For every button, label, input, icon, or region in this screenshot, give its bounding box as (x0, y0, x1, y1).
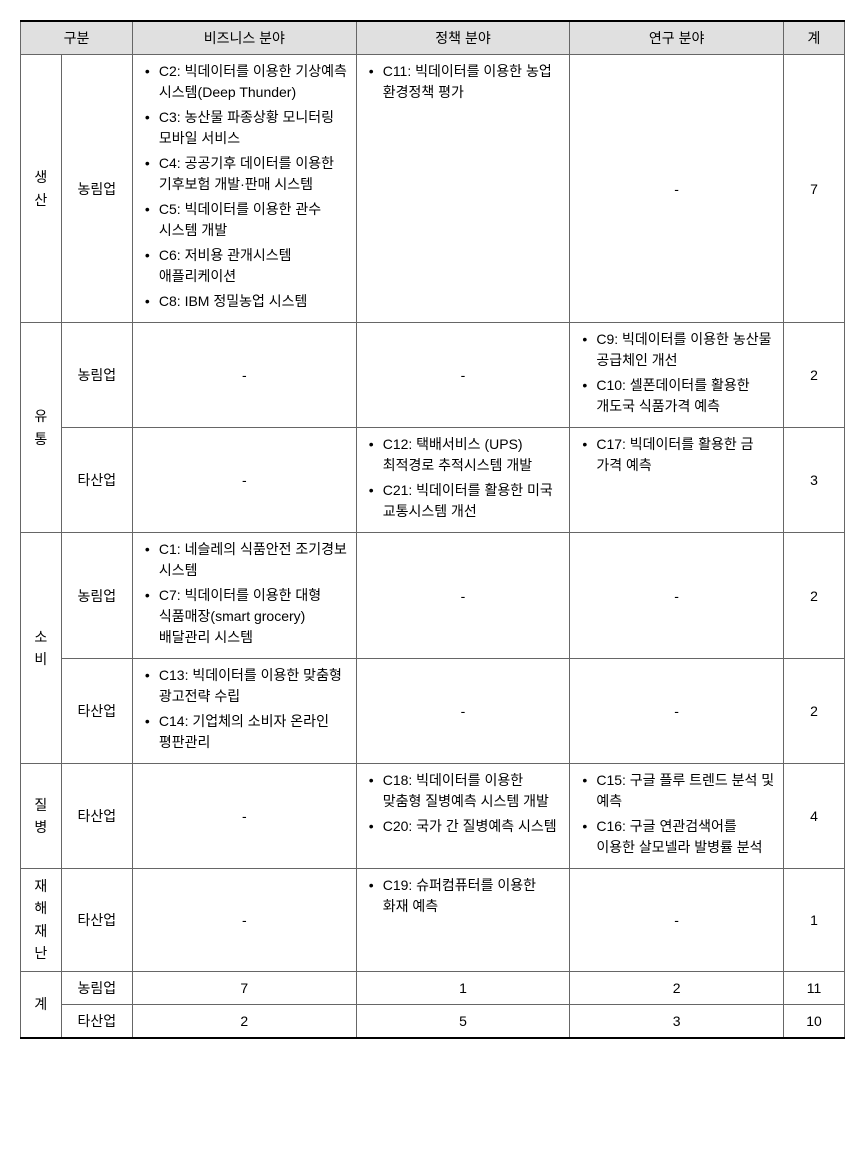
cell-biz: C2: 빅데이터를 이용한 기상예측 시스템(Deep Thunder) C3:… (132, 55, 356, 323)
biz-item: C7: 빅데이터를 이용한 대형 식품매장(smart grocery) 배달관… (157, 585, 348, 648)
research-list: C9: 빅데이터를 이용한 농산물 공급체인 개선 C10: 셀폰데이터를 활용… (578, 329, 775, 417)
cell-total: 2 (783, 323, 844, 428)
biz-item: C8: IBM 정밀농업 시스템 (157, 291, 348, 312)
research-item: C9: 빅데이터를 이용한 농산물 공급체인 개선 (594, 329, 775, 371)
policy-list: C18: 빅데이터를 이용한 맞춤형 질병예측 시스템 개발 C20: 국가 간… (365, 770, 562, 837)
row-consumption-other: 타산업 C13: 빅데이터를 이용한 맞춤형 광고전략 수립 C14: 기업체의… (21, 659, 845, 764)
row-subtotal-agri: 계 농림업 7 1 2 11 (21, 971, 845, 1004)
biz-list: C1: 네슬레의 식품안전 조기경보 시스템 C7: 빅데이터를 이용한 대형 … (141, 539, 348, 648)
research-item: C10: 셀폰데이터를 활용한 개도국 식품가격 예측 (594, 375, 775, 417)
research-item: C17: 빅데이터를 활용한 금 가격 예측 (594, 434, 775, 476)
header-category: 구분 (21, 21, 133, 55)
cell-biz: 2 (132, 1004, 356, 1038)
cell-policy: - (356, 323, 570, 428)
biz-item: C13: 빅데이터를 이용한 맞춤형 광고전략 수립 (157, 665, 348, 707)
cell-policy: 5 (356, 1004, 570, 1038)
cell-research: - (570, 659, 784, 764)
cell-research: 3 (570, 1004, 784, 1038)
cell-policy: C19: 슈퍼컴퓨터를 이용한 화재 예측 (356, 869, 570, 972)
biz-item: C4: 공공기후 데이터를 이용한 기후보험 개발·판매 시스템 (157, 153, 348, 195)
header-policy: 정책 분야 (356, 21, 570, 55)
cell-total: 10 (783, 1004, 844, 1038)
subcat-other: 타산업 (61, 428, 132, 533)
cell-total: 4 (783, 764, 844, 869)
cell-policy: - (356, 659, 570, 764)
cell-biz: - (132, 428, 356, 533)
row-consumption-agri: 소 비 농림업 C1: 네슬레의 식품안전 조기경보 시스템 C7: 빅데이터를… (21, 533, 845, 659)
classification-table: 구분 비즈니스 분야 정책 분야 연구 분야 계 생 산 농림업 C2: 빅데이… (20, 20, 845, 1039)
policy-item: C11: 빅데이터를 이용한 농업 환경정책 평가 (381, 61, 562, 103)
policy-list: C19: 슈퍼컴퓨터를 이용한 화재 예측 (365, 875, 562, 917)
cell-policy: C12: 택배서비스 (UPS) 최적경로 추적시스템 개발 C21: 빅데이터… (356, 428, 570, 533)
policy-list: C11: 빅데이터를 이용한 농업 환경정책 평가 (365, 61, 562, 103)
cell-research: - (570, 533, 784, 659)
cat-disease: 질 병 (21, 764, 62, 869)
row-distribution-agri: 유 통 농림업 - - C9: 빅데이터를 이용한 농산물 공급체인 개선 C1… (21, 323, 845, 428)
biz-item: C2: 빅데이터를 이용한 기상예측 시스템(Deep Thunder) (157, 61, 348, 103)
research-list: C15: 구글 플루 트렌드 분석 및 예측 C16: 구글 연관검색어를 이용… (578, 770, 775, 858)
cat-consumption: 소 비 (21, 533, 62, 764)
cell-biz: - (132, 323, 356, 428)
biz-item: C1: 네슬레의 식품안전 조기경보 시스템 (157, 539, 348, 581)
biz-item: C6: 저비용 관개시스템 애플리케이션 (157, 245, 348, 287)
cell-biz: C1: 네슬레의 식품안전 조기경보 시스템 C7: 빅데이터를 이용한 대형 … (132, 533, 356, 659)
header-row: 구분 비즈니스 분야 정책 분야 연구 분야 계 (21, 21, 845, 55)
biz-item: C14: 기업체의 소비자 온라인 평판관리 (157, 711, 348, 753)
row-disease-other: 질 병 타산업 - C18: 빅데이터를 이용한 맞춤형 질병예측 시스템 개발… (21, 764, 845, 869)
cell-research: C9: 빅데이터를 이용한 농산물 공급체인 개선 C10: 셀폰데이터를 활용… (570, 323, 784, 428)
cat-distribution: 유 통 (21, 323, 62, 533)
cat-production: 생 산 (21, 55, 62, 323)
cell-total: 2 (783, 659, 844, 764)
biz-item: C3: 농산물 파종상황 모니터링 모바일 서비스 (157, 107, 348, 149)
subcat-agri: 농림업 (61, 971, 132, 1004)
cell-total: 2 (783, 533, 844, 659)
biz-item: C5: 빅데이터를 이용한 관수 시스템 개발 (157, 199, 348, 241)
biz-list: C13: 빅데이터를 이용한 맞춤형 광고전략 수립 C14: 기업체의 소비자… (141, 665, 348, 753)
header-business: 비즈니스 분야 (132, 21, 356, 55)
cell-total: 3 (783, 428, 844, 533)
cat-disaster: 재해 재난 (21, 869, 62, 972)
cell-research: 2 (570, 971, 784, 1004)
header-research: 연구 분야 (570, 21, 784, 55)
row-production-agri: 생 산 농림업 C2: 빅데이터를 이용한 기상예측 시스템(Deep Thun… (21, 55, 845, 323)
cell-total: 1 (783, 869, 844, 972)
subcat-agri: 농림업 (61, 323, 132, 428)
cell-research: C15: 구글 플루 트렌드 분석 및 예측 C16: 구글 연관검색어를 이용… (570, 764, 784, 869)
cell-total: 7 (783, 55, 844, 323)
biz-list: C2: 빅데이터를 이용한 기상예측 시스템(Deep Thunder) C3:… (141, 61, 348, 312)
cell-research: C17: 빅데이터를 활용한 금 가격 예측 (570, 428, 784, 533)
cell-total: 11 (783, 971, 844, 1004)
row-distribution-other: 타산업 - C12: 택배서비스 (UPS) 최적경로 추적시스템 개발 C21… (21, 428, 845, 533)
research-list: C17: 빅데이터를 활용한 금 가격 예측 (578, 434, 775, 476)
cell-biz: - (132, 869, 356, 972)
cell-policy: C11: 빅데이터를 이용한 농업 환경정책 평가 (356, 55, 570, 323)
cell-policy: 1 (356, 971, 570, 1004)
subcat-other: 타산업 (61, 659, 132, 764)
subcat-other: 타산업 (61, 869, 132, 972)
cell-policy: C18: 빅데이터를 이용한 맞춤형 질병예측 시스템 개발 C20: 국가 간… (356, 764, 570, 869)
subcat-agri: 농림업 (61, 533, 132, 659)
policy-item: C20: 국가 간 질병예측 시스템 (381, 816, 562, 837)
policy-item: C21: 빅데이터를 활용한 미국 교통시스템 개선 (381, 480, 562, 522)
policy-item: C18: 빅데이터를 이용한 맞춤형 질병예측 시스템 개발 (381, 770, 562, 812)
subcat-other: 타산업 (61, 764, 132, 869)
cell-biz: 7 (132, 971, 356, 1004)
subcat-other: 타산업 (61, 1004, 132, 1038)
row-disaster-other: 재해 재난 타산업 - C19: 슈퍼컴퓨터를 이용한 화재 예측 - 1 (21, 869, 845, 972)
header-total: 계 (783, 21, 844, 55)
cell-biz: C13: 빅데이터를 이용한 맞춤형 광고전략 수립 C14: 기업체의 소비자… (132, 659, 356, 764)
policy-item: C19: 슈퍼컴퓨터를 이용한 화재 예측 (381, 875, 562, 917)
policy-list: C12: 택배서비스 (UPS) 최적경로 추적시스템 개발 C21: 빅데이터… (365, 434, 562, 522)
research-item: C16: 구글 연관검색어를 이용한 살모넬라 발병률 분석 (594, 816, 775, 858)
subcat-agri: 농림업 (61, 55, 132, 323)
cell-research: - (570, 55, 784, 323)
cell-research: - (570, 869, 784, 972)
cell-policy: - (356, 533, 570, 659)
row-subtotal-other: 타산업 2 5 3 10 (21, 1004, 845, 1038)
research-item: C15: 구글 플루 트렌드 분석 및 예측 (594, 770, 775, 812)
policy-item: C12: 택배서비스 (UPS) 최적경로 추적시스템 개발 (381, 434, 562, 476)
cat-subtotal: 계 (21, 971, 62, 1038)
cell-biz: - (132, 764, 356, 869)
